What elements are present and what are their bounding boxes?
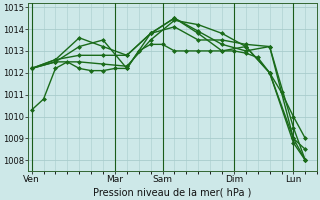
X-axis label: Pression niveau de la mer( hPa ): Pression niveau de la mer( hPa ): [93, 187, 252, 197]
